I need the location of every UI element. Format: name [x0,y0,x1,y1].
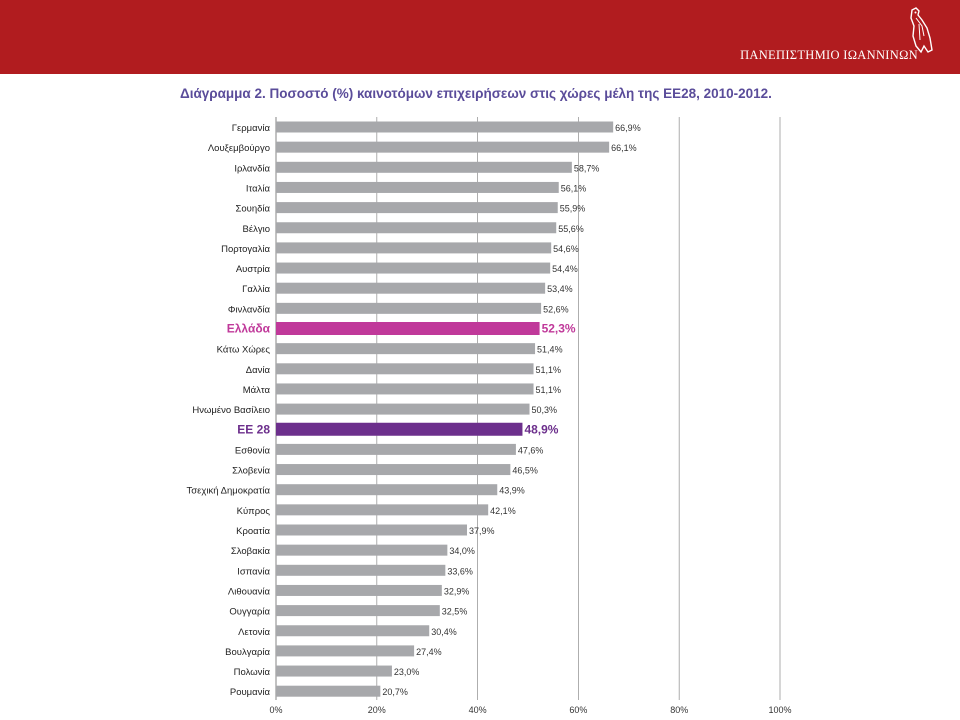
bar [276,181,559,193]
value-label: 33,6% [447,566,473,576]
value-label: 37,9% [469,526,495,536]
bar [276,302,542,314]
value-label: 66,1% [611,143,637,153]
bar [276,383,534,395]
header-banner [0,0,960,74]
bar [276,161,572,173]
category-label: Μάλτα [243,385,271,396]
bar [276,202,558,214]
bar [276,322,540,335]
bar [276,141,610,153]
value-label: 58,7% [574,163,600,173]
value-label: 52,3% [542,322,576,336]
bar [276,685,381,697]
value-label: 32,5% [442,607,468,617]
value-label: 51,4% [537,345,563,355]
category-label: Κάτω Χώρες [217,345,271,356]
value-label: 52,6% [543,304,569,314]
category-label: Σλοβενία [232,466,270,477]
value-label: 42,1% [490,506,516,516]
category-label: Ηνωμένο Βασίλειο [192,405,270,416]
category-label: Κροατία [236,526,270,537]
category-label: Ουγγαρία [229,607,270,618]
category-label: ΕΕ 28 [237,422,270,436]
category-label: Λουξεμβούργο [208,143,270,154]
category-label: Πολωνία [234,667,271,678]
category-label: Βέλγιο [243,224,270,235]
category-label: Λιθουανία [228,586,271,597]
bar [276,422,523,436]
category-label: Εσθονία [235,445,271,456]
bar [276,564,446,576]
category-label: Λετονία [238,627,270,638]
bar [276,262,551,274]
value-label: 23,0% [394,667,420,677]
value-label: 53,4% [547,284,573,294]
x-tick-label: 0% [269,705,282,715]
value-label: 54,4% [552,264,578,274]
value-label: 50,3% [532,405,558,415]
bar [276,504,489,516]
value-label: 55,9% [560,204,586,214]
bar [276,282,546,294]
category-label: Πορτογαλία [221,244,270,255]
category-label: Ρουμανία [230,687,271,698]
category-label: Γερμανία [232,123,271,134]
bar [276,484,498,496]
value-label: 47,6% [518,445,544,455]
value-label: 48,9% [524,422,558,436]
x-tick-label: 100% [768,705,791,715]
bar [276,544,448,556]
x-tick-label: 20% [368,705,386,715]
bar [276,443,516,455]
category-label: Ιρλανδία [234,163,270,174]
bar [276,121,614,133]
value-label: 51,1% [536,365,562,375]
x-tick-label: 40% [469,705,487,715]
category-label: Φινλανδία [228,304,271,315]
bar [276,524,468,536]
owl-emblem-icon [910,7,933,54]
category-label: Ισπανία [237,566,270,577]
value-label: 27,4% [416,647,442,657]
category-label: Τσεχική Δημοκρατία [187,486,271,497]
value-label: 66,9% [615,123,641,133]
category-label: Σουηδία [235,204,270,215]
value-label: 46,5% [512,466,538,476]
value-label: 54,6% [553,244,579,254]
chart-title: Διάγραμμα 2. Ποσοστό (%) καινοτόμων επιχ… [180,86,772,101]
value-label: 34,0% [449,546,475,556]
value-label: 51,1% [536,385,562,395]
category-label: Κύπρος [237,506,271,517]
university-name: ΠΑΝΕΠΙΣΤΗΜΙΟ ΙΩΑΝΝΙΝΩΝ [740,48,918,62]
bar [276,625,430,637]
bar [276,584,442,596]
bar [276,645,415,657]
category-label: Βουλγαρία [225,647,270,658]
bar [276,665,392,677]
category-label: Ελλάδα [227,322,271,336]
category-label: Ιταλία [246,183,271,194]
bar [276,222,557,234]
category-label: Αυστρία [236,264,271,275]
value-label: 20,7% [382,687,408,697]
value-label: 43,9% [499,486,525,496]
bar [276,343,536,355]
value-label: 30,4% [431,627,457,637]
x-tick-label: 80% [670,705,688,715]
category-label: Σλοβακία [231,546,271,557]
bar [276,605,440,617]
bar [276,242,552,254]
x-tick-label: 60% [569,705,587,715]
bar [276,464,511,476]
bar [276,403,530,415]
category-label: Γαλλία [242,284,270,295]
bar [276,363,534,375]
value-label: 32,9% [444,586,470,596]
category-label: Δανία [246,365,271,376]
value-label: 55,6% [558,224,584,234]
value-label: 56,1% [561,183,587,193]
